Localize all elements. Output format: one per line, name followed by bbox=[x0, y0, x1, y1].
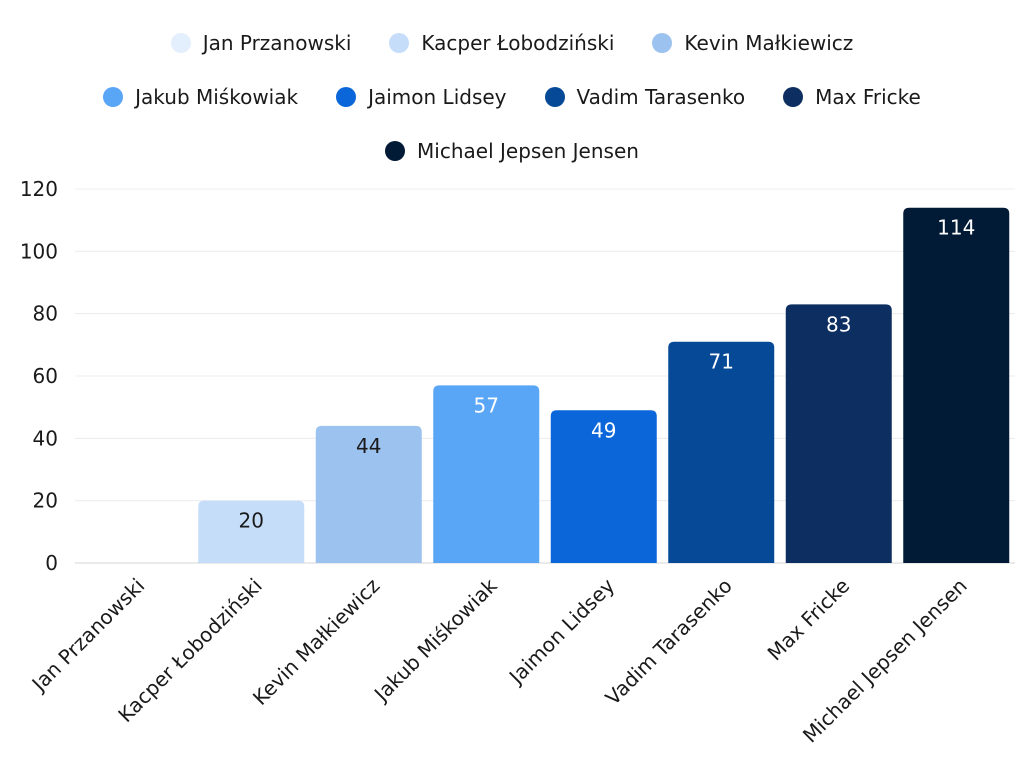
legend-swatch bbox=[389, 33, 410, 53]
y-axis-ticks: 0 20 40 60 80 100 120 bbox=[20, 177, 58, 575]
data-label-michael-jepsen-jensen: 114 bbox=[937, 216, 975, 240]
data-label-max-fricke: 83 bbox=[826, 312, 851, 336]
x-tick-label: Vadim Tarasenko bbox=[601, 574, 737, 710]
legend-item-kevin-malkiewicz[interactable]: Kevin Małkiewicz bbox=[652, 31, 853, 55]
data-label-kacper-lobodzinski: 20 bbox=[239, 509, 264, 533]
data-label-jakub-miskowiak: 57 bbox=[474, 393, 499, 417]
bar-vadim-tarasenko[interactable] bbox=[668, 341, 775, 563]
x-tick-label: Max Fricke bbox=[763, 574, 855, 666]
bar-michael-jepsen-jensen[interactable] bbox=[903, 207, 1010, 563]
legend-swatch bbox=[544, 87, 565, 107]
legend-label: Michael Jepsen Jensen bbox=[417, 139, 639, 163]
legend-item-vadim-tarasenko[interactable]: Vadim Tarasenko bbox=[544, 85, 746, 109]
legend-item-jaimon-lidsey[interactable]: Jaimon Lidsey bbox=[336, 85, 507, 109]
legend-label: Jakub Miśkowiak bbox=[135, 85, 299, 109]
legend-label: Vadim Tarasenko bbox=[576, 85, 746, 109]
legend-swatch bbox=[103, 87, 124, 107]
legend-item-max-fricke[interactable]: Max Fricke bbox=[783, 85, 921, 109]
x-tick-label: Jakub Miśkowiak bbox=[368, 573, 502, 707]
bars: 20 44 57 49 71 83 114 bbox=[198, 207, 1010, 563]
legend-swatch bbox=[170, 33, 191, 53]
legend-swatch bbox=[652, 33, 673, 53]
bar-kevin-malkiewicz[interactable] bbox=[315, 425, 422, 563]
legend-label: Max Fricke bbox=[815, 85, 921, 109]
y-tick-label: 0 bbox=[45, 551, 58, 575]
y-tick-label: 80 bbox=[33, 302, 58, 326]
y-tick-label: 100 bbox=[20, 239, 58, 263]
bar-kacper-lobodzinski[interactable] bbox=[198, 500, 305, 563]
y-tick-label: 120 bbox=[20, 177, 58, 201]
data-label-kevin-malkiewicz: 44 bbox=[356, 434, 381, 458]
data-label-vadim-tarasenko: 71 bbox=[709, 350, 734, 374]
legend-item-michael-jepsen-jensen[interactable]: Michael Jepsen Jensen bbox=[385, 139, 639, 163]
x-tick-label: Kevin Małkiewicz bbox=[248, 574, 384, 710]
legend-swatch bbox=[783, 87, 804, 107]
y-tick-label: 20 bbox=[33, 489, 58, 513]
legend-item-kacper-lobodzinski[interactable]: Kacper Łobodziński bbox=[389, 31, 614, 55]
legend-row-3: Michael Jepsen Jensen bbox=[0, 139, 1024, 163]
legend-row-1: Jan Przanowski Kacper Łobodziński Kevin Ma… bbox=[0, 31, 1024, 55]
bar-jaimon-lidsey[interactable] bbox=[550, 410, 657, 563]
legend-label: Jaimon Lidsey bbox=[368, 85, 507, 109]
legend-label: Jan Przanowski bbox=[202, 31, 352, 55]
legend-item-jan-przanowski[interactable]: Jan Przanowski bbox=[170, 31, 352, 55]
y-tick-label: 40 bbox=[33, 426, 58, 450]
legend-label: Kevin Małkiewicz bbox=[684, 31, 854, 55]
data-label-jaimon-lidsey: 49 bbox=[591, 418, 616, 442]
legend-label: Kacper Łobodziński bbox=[421, 31, 615, 55]
x-tick-label: Jaimon Lidsey bbox=[503, 573, 619, 689]
bar-jakub-miskowiak[interactable] bbox=[433, 385, 540, 563]
legend-row-2: Jakub Miśkowiak Jaimon Lidsey Vadim Tarase… bbox=[0, 85, 1024, 109]
bar-max-fricke[interactable] bbox=[785, 304, 892, 563]
legend-swatch bbox=[385, 141, 406, 161]
y-tick-label: 60 bbox=[33, 364, 58, 388]
x-tick-label: Jan Przanowski bbox=[26, 574, 150, 698]
legend-swatch bbox=[336, 87, 357, 107]
legend-item-jakub-miskowiak[interactable]: Jakub Miśkowiak bbox=[103, 85, 298, 109]
